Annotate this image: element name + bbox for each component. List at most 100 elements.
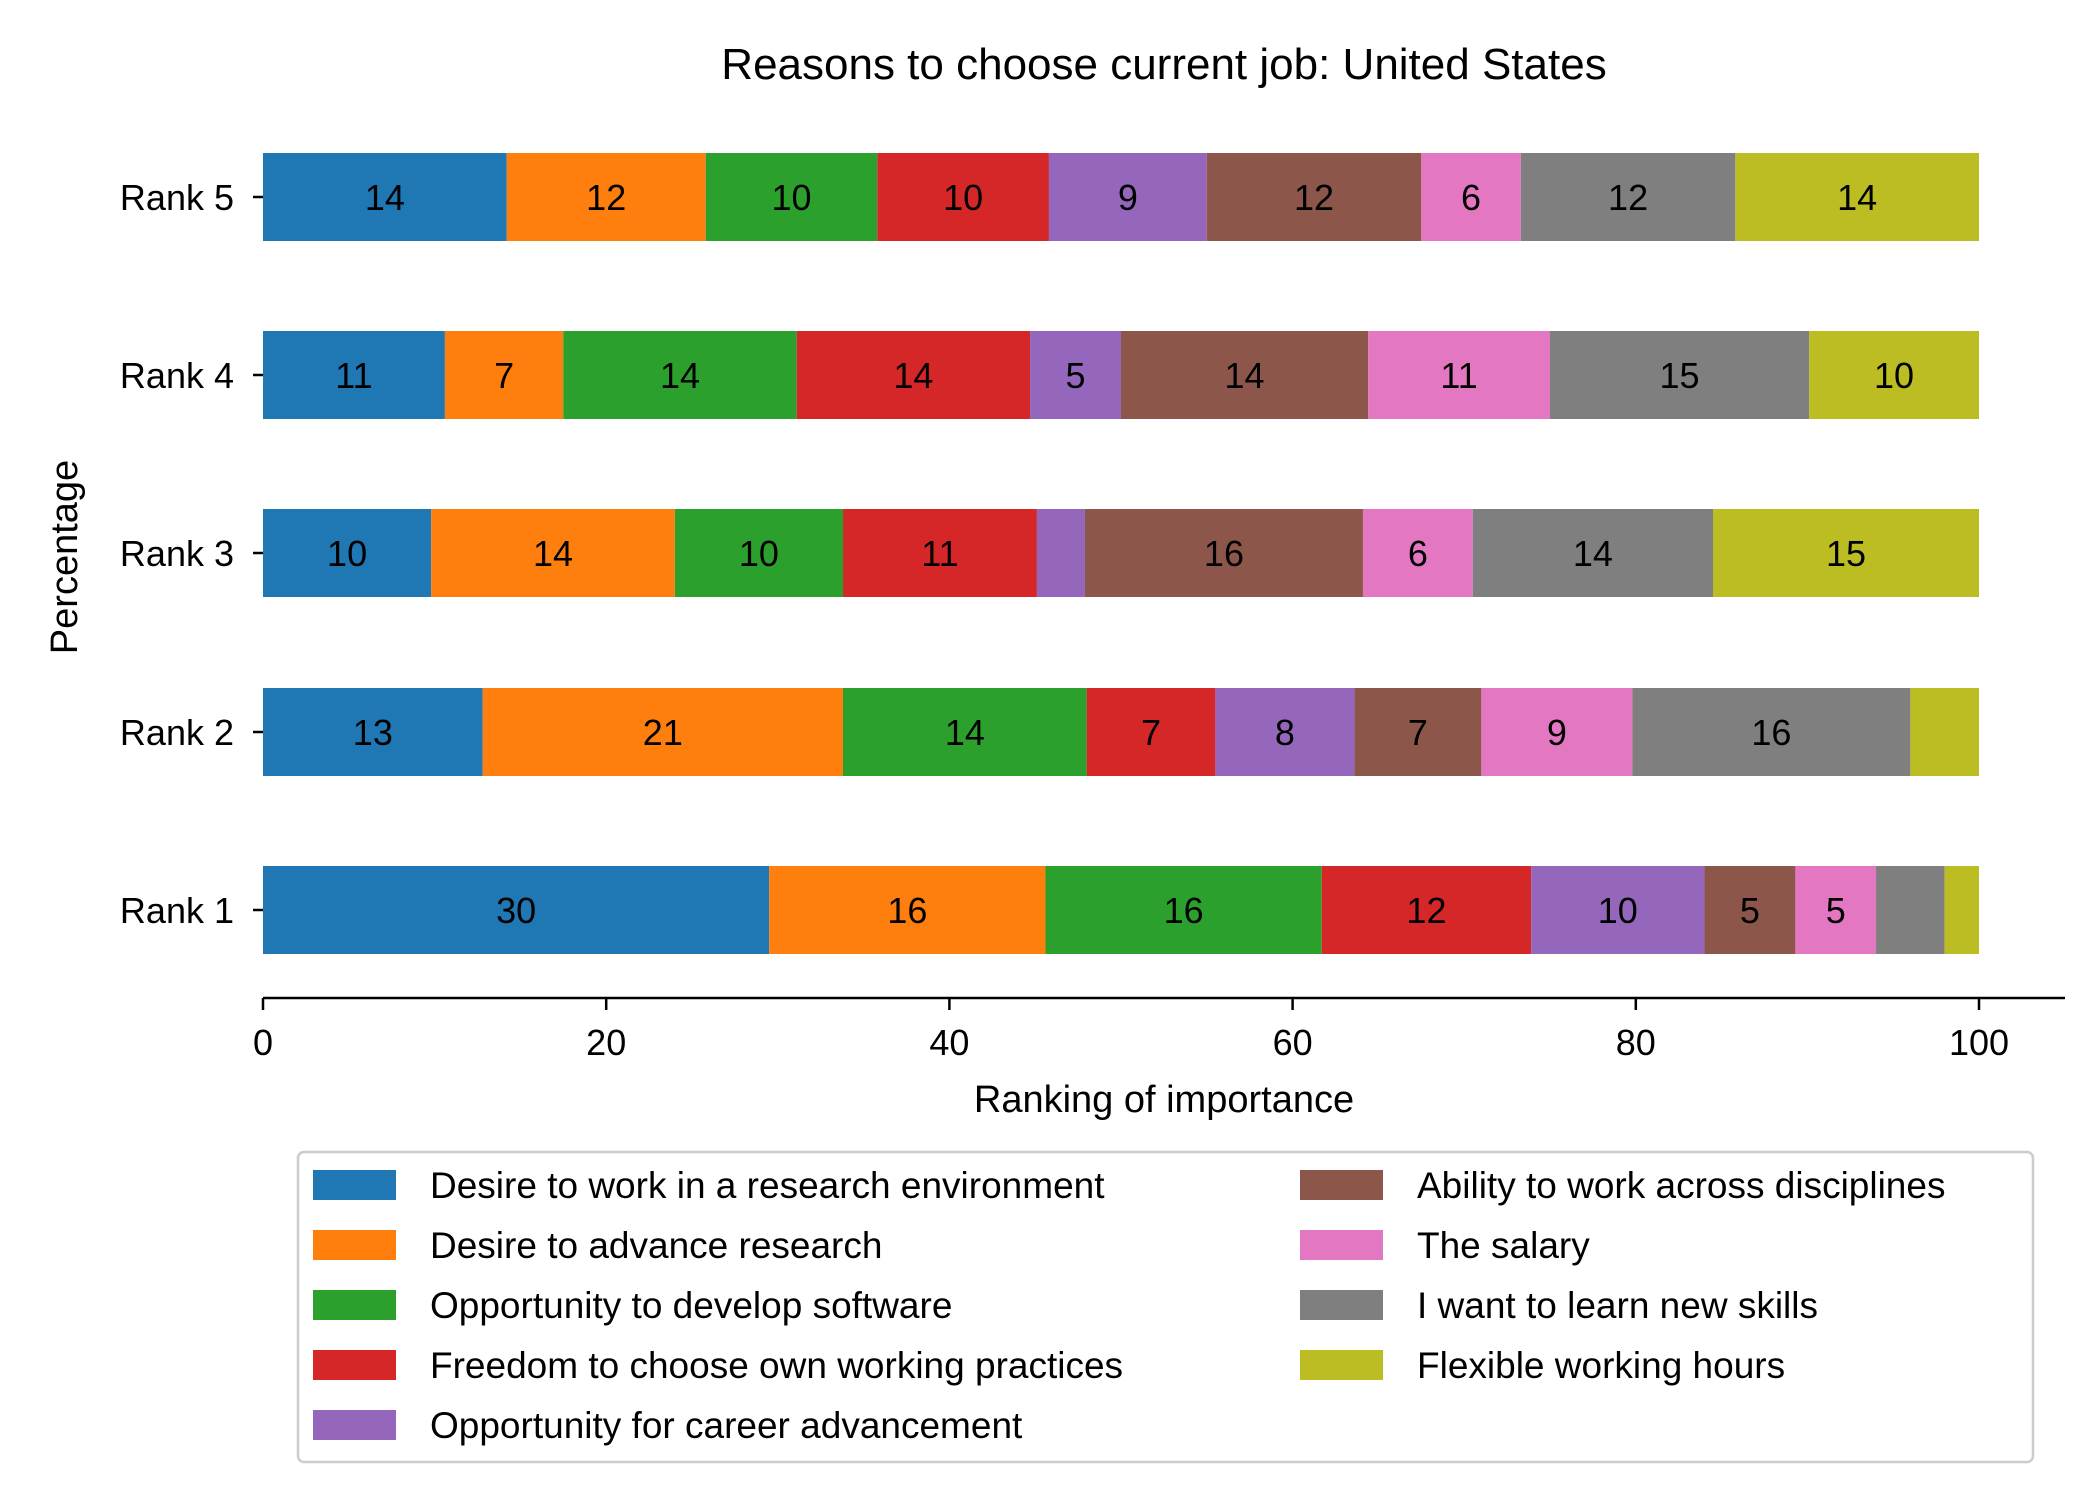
legend-swatch bbox=[313, 1410, 396, 1440]
bar-segment bbox=[1368, 331, 1550, 419]
bar-value-label: 14 bbox=[1837, 177, 1877, 218]
legend-item: Desire to advance research bbox=[313, 1225, 882, 1266]
y-tick-label: Rank 1 bbox=[120, 890, 234, 931]
bar-value-label: 16 bbox=[1751, 712, 1791, 753]
bar-segment bbox=[1086, 688, 1216, 776]
bar-value-label: 15 bbox=[1826, 533, 1866, 574]
bar-value-label: 5 bbox=[1066, 355, 1086, 396]
bar-value-label: 7 bbox=[1408, 712, 1428, 753]
x-tick-label: 0 bbox=[253, 1022, 273, 1063]
legend-swatch bbox=[1300, 1170, 1383, 1200]
bar-segment bbox=[769, 866, 1046, 954]
bar-value-label: 6 bbox=[1461, 177, 1481, 218]
bar-segment bbox=[1215, 688, 1355, 776]
bar-value-label: 10 bbox=[943, 177, 983, 218]
y-tick-label: Rank 3 bbox=[120, 533, 234, 574]
bar-segment bbox=[1910, 688, 1979, 776]
bar-value-label: 14 bbox=[1573, 533, 1613, 574]
x-tick-label: 60 bbox=[1273, 1022, 1313, 1063]
bar-value-label: 11 bbox=[1440, 355, 1477, 396]
bar-segment bbox=[1421, 153, 1521, 241]
bar-value-label: 14 bbox=[533, 533, 573, 574]
bar-segment bbox=[1735, 153, 1979, 241]
legend-label: The salary bbox=[1417, 1225, 1590, 1266]
bar-value-label: 10 bbox=[327, 533, 367, 574]
bar-segment bbox=[431, 509, 675, 597]
legend-item: Desire to work in a research environment bbox=[313, 1165, 1105, 1206]
legend-label: I want to learn new skills bbox=[1417, 1285, 1818, 1326]
legend-item: Opportunity to develop software bbox=[313, 1285, 952, 1326]
bar-segment bbox=[482, 688, 844, 776]
bar-segment bbox=[1354, 688, 1482, 776]
bar-segment bbox=[1472, 509, 1714, 597]
bar-value-label: 10 bbox=[772, 177, 812, 218]
bar-segment bbox=[1321, 866, 1532, 954]
bar-value-label: 5 bbox=[1826, 890, 1846, 931]
legend-label: Desire to work in a research environment bbox=[430, 1165, 1105, 1206]
bar-value-label: 15 bbox=[1660, 355, 1700, 396]
bar-value-label: 14 bbox=[945, 712, 985, 753]
legend-label: Ability to work across disciplines bbox=[1417, 1165, 1945, 1206]
legend-swatch bbox=[313, 1230, 396, 1260]
bar-segment bbox=[263, 866, 770, 954]
bar-segment bbox=[877, 153, 1049, 241]
bar-value-label: 14 bbox=[1225, 355, 1265, 396]
bar-value-label: 10 bbox=[1874, 355, 1914, 396]
bar-segment bbox=[1030, 331, 1121, 419]
bar-segment bbox=[1704, 866, 1796, 954]
y-tick-label: Rank 5 bbox=[120, 177, 234, 218]
bar-value-label: 13 bbox=[353, 712, 393, 753]
y-axis-label: Percentage bbox=[44, 460, 86, 654]
bar-value-label: 16 bbox=[1164, 890, 1204, 931]
bar-value-label: 16 bbox=[1204, 533, 1244, 574]
bar-segment bbox=[263, 509, 432, 597]
legend-item: The salary bbox=[1300, 1225, 1590, 1266]
legend-swatch bbox=[1300, 1290, 1383, 1320]
bar-value-label: 10 bbox=[739, 533, 779, 574]
legend-item: I want to learn new skills bbox=[1300, 1285, 1818, 1326]
bar-value-label: 8 bbox=[1275, 712, 1295, 753]
bar-value-label: 6 bbox=[1408, 533, 1428, 574]
legend: Desire to work in a research environment… bbox=[296, 1150, 2035, 1464]
bar-segment bbox=[705, 153, 878, 241]
bar-value-label: 11 bbox=[335, 355, 372, 396]
bar-segment bbox=[843, 688, 1087, 776]
bar-value-label: 21 bbox=[643, 712, 683, 753]
bar-value-label: 9 bbox=[1547, 712, 1567, 753]
bar-segment bbox=[1713, 509, 1979, 597]
plot-area: 30 16 16 12 10 5 5 13 21 14 7 8 7 9 16 10 14 10 11 16 6 14 15 1… bbox=[263, 153, 1979, 954]
bar-value-label: 7 bbox=[1141, 712, 1161, 753]
bar-value-label: 12 bbox=[586, 177, 626, 218]
x-tick-label: 100 bbox=[1949, 1022, 2009, 1063]
bar-segment bbox=[843, 509, 1037, 597]
bar-segment bbox=[1481, 688, 1633, 776]
x-tick-label: 80 bbox=[1616, 1022, 1656, 1063]
bar-segment bbox=[1084, 509, 1363, 597]
bar-segment bbox=[263, 688, 483, 776]
bar-value-label: 14 bbox=[365, 177, 405, 218]
legend-swatch bbox=[1300, 1230, 1383, 1260]
legend-item: Ability to work across disciplines bbox=[1300, 1165, 1945, 1206]
bar-segment bbox=[263, 331, 445, 419]
legend-swatch bbox=[313, 1170, 396, 1200]
bar-segment bbox=[796, 331, 1031, 419]
bar-segment bbox=[263, 153, 507, 241]
bar-segment bbox=[1362, 509, 1473, 597]
bar-segment bbox=[1520, 153, 1736, 241]
legend-item: Flexible working hours bbox=[1300, 1345, 1785, 1386]
bar-segment bbox=[1550, 331, 1810, 419]
legend-label: Opportunity for career advancement bbox=[430, 1405, 1023, 1446]
y-tick-label: Rank 2 bbox=[120, 712, 234, 753]
legend-swatch bbox=[1300, 1350, 1383, 1380]
legend-label: Flexible working hours bbox=[1417, 1345, 1785, 1386]
bar-value-label: 9 bbox=[1118, 177, 1138, 218]
legend-item: Opportunity for career advancement bbox=[313, 1405, 1023, 1446]
y-tick-label: Rank 4 bbox=[120, 355, 234, 396]
chart-title: Reasons to choose current job: United St… bbox=[721, 40, 1606, 89]
x-axis-label: Ranking of importance bbox=[974, 1079, 1354, 1121]
bar-segment bbox=[674, 509, 844, 597]
legend-swatch bbox=[313, 1290, 396, 1320]
bar-value-label: 30 bbox=[496, 890, 536, 931]
bar-value-label: 5 bbox=[1740, 890, 1760, 931]
